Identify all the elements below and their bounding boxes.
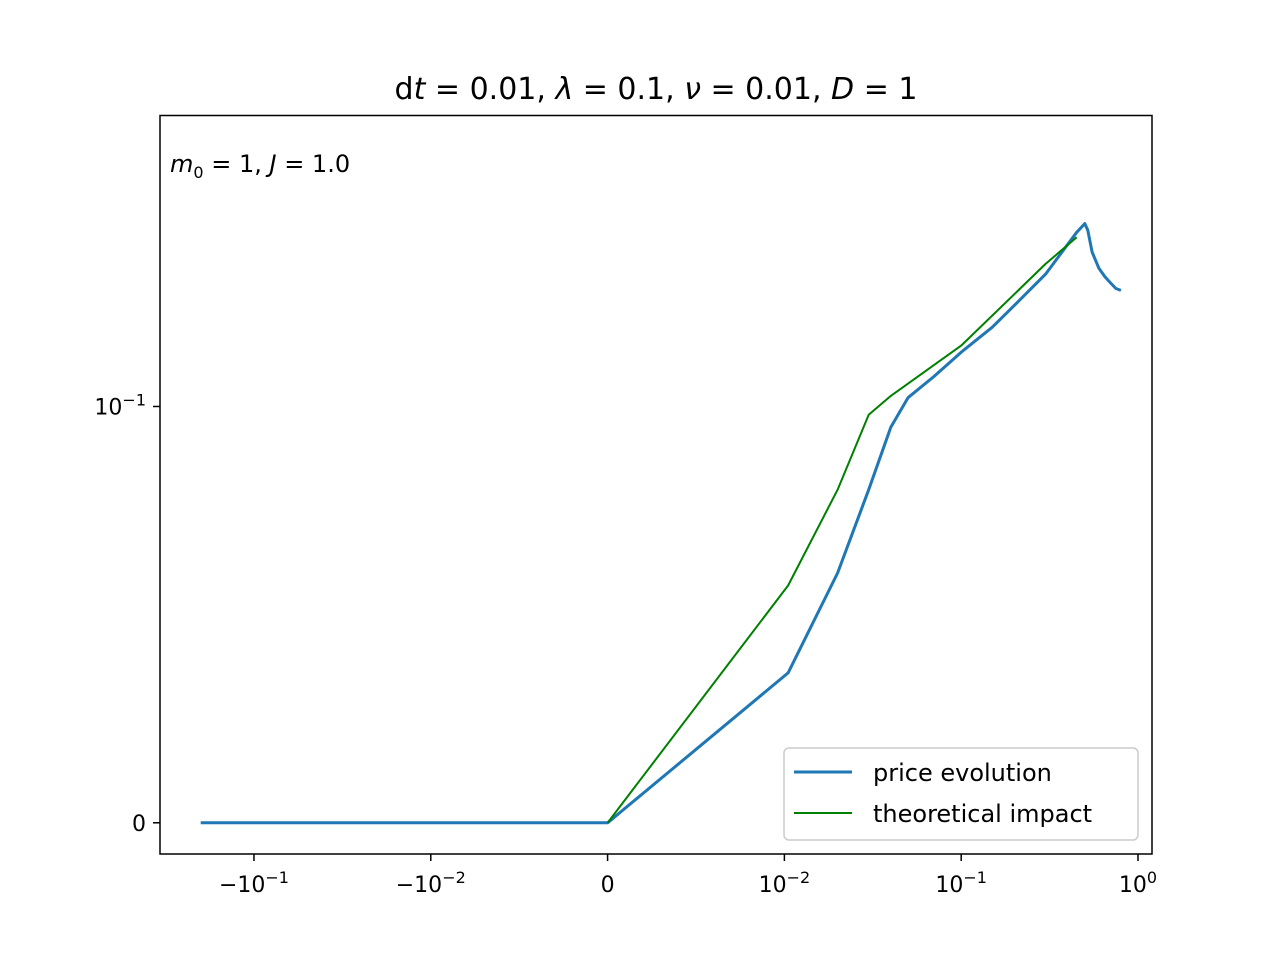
y-tick-label: 0 (132, 812, 146, 837)
series-layer (200, 222, 1122, 825)
y-axis: 0 10−1 (94, 390, 160, 837)
x-axis: −10−1 −10−2 0 10−2 10−1 100 (219, 854, 1157, 898)
plot-frame (159, 114, 1153, 855)
legend-label-price-evolution: price evolution (873, 759, 1052, 787)
legend-label-theoretical-impact: theoretical impact (873, 800, 1092, 828)
chart-title: dt = 0.01, λ = 0.1, ν = 0.01, D = 1 (395, 72, 918, 107)
legend-box (783, 747, 1139, 841)
legend: price evolution theoretical impact (783, 747, 1139, 841)
x-tick-label: −10−2 (396, 868, 466, 898)
series-line-price-evolution (200, 222, 1122, 825)
x-tick-label: 10−2 (759, 868, 811, 898)
x-tick-label: 10−1 (935, 868, 987, 898)
x-tick-label: 0 (601, 873, 615, 898)
x-tick-label: 100 (1119, 868, 1157, 898)
series-line-theoretical-impact (606, 236, 1078, 824)
y-tick-label: 10−1 (94, 390, 146, 420)
param-annotation: m0 = 1, J = 1.0 (170, 150, 350, 182)
x-tick-label: −10−1 (219, 868, 289, 898)
